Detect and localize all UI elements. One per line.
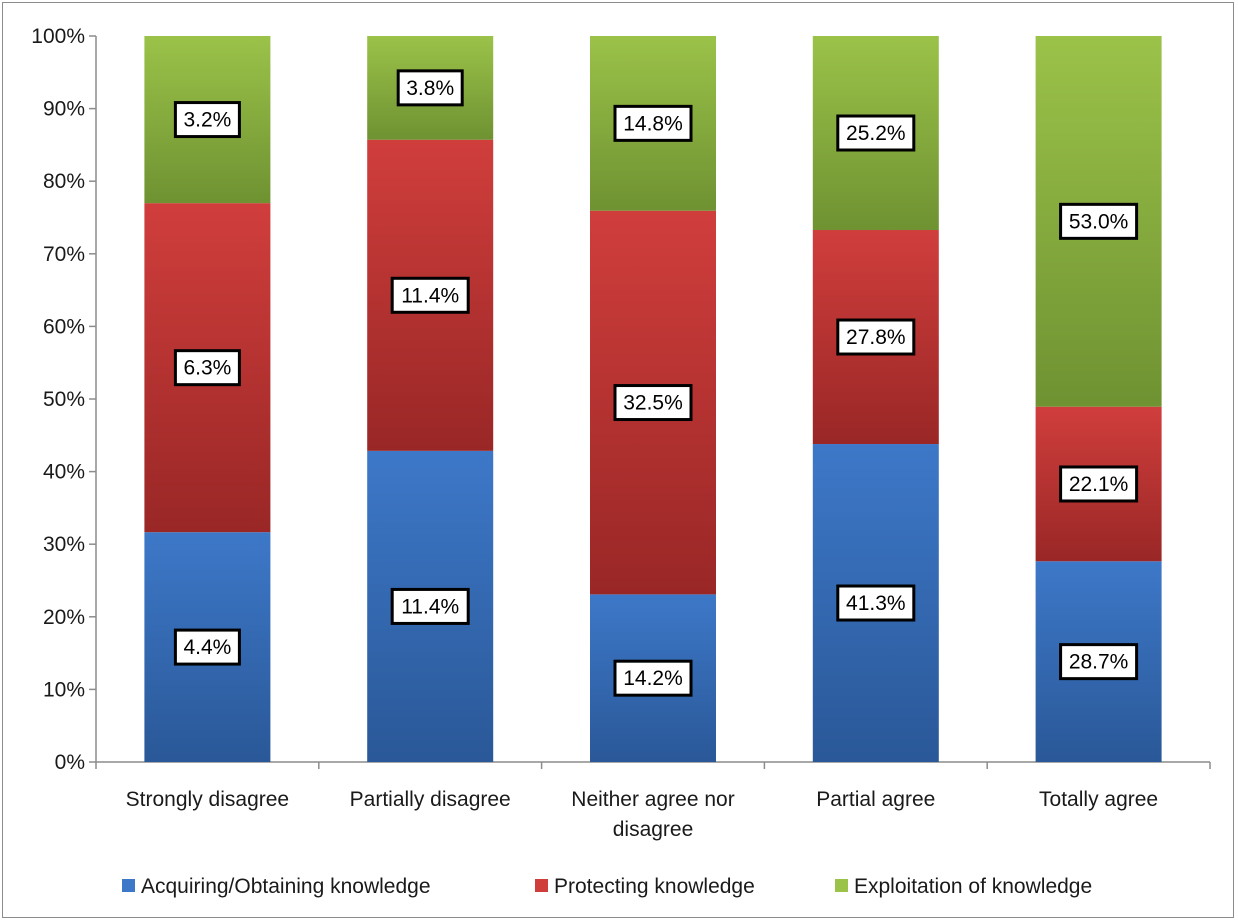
legend-label: Protecting knowledge (554, 875, 755, 898)
data-label: 11.4% (401, 284, 459, 307)
data-label-box (173, 349, 241, 387)
data-labels: 4.4% 6.3% 3.2% 11.4% 11.4% 3.8% 14.2% 32.5% 14.8… (173, 69, 1139, 697)
data-label: 11.4% (401, 595, 459, 618)
data-label: 22.1% (1069, 473, 1129, 496)
y-tick-label: 90% (43, 98, 85, 121)
data-label: 6.3% (183, 357, 231, 380)
legend-swatch (122, 879, 135, 892)
data-label-box (173, 101, 241, 139)
legend-label: Acquiring/Obtaining knowledge (141, 875, 431, 898)
axes: 0% 10% 20% 30% 40% 50% 60% 70% 80% 90% 100% (31, 25, 1211, 774)
y-tick-label: 70% (43, 243, 85, 266)
data-label: 25.2% (846, 122, 906, 145)
x-category-label: Neither agree nor (571, 788, 734, 811)
y-tick-label: 40% (43, 461, 85, 484)
data-label-box (1059, 643, 1139, 681)
data-label-box (836, 584, 916, 622)
data-label-box (390, 276, 470, 314)
y-tick-label: 10% (43, 678, 85, 701)
data-label: 3.8% (406, 77, 454, 100)
data-label-box (613, 384, 693, 422)
data-label-box (390, 587, 470, 625)
legend-swatch (835, 879, 848, 892)
data-label-box (1059, 465, 1139, 503)
y-tick-label: 100% (31, 25, 85, 48)
data-label-box (613, 659, 693, 697)
x-category-label: Strongly disagree (126, 788, 289, 811)
data-label: 53.0% (1069, 210, 1129, 233)
data-label-box (613, 104, 693, 142)
x-category-label: Partially disagree (350, 788, 511, 811)
data-label: 4.4% (183, 636, 231, 659)
data-label: 28.7% (1069, 651, 1129, 674)
x-category-label: Totally agree (1039, 788, 1158, 811)
y-tick-label: 0% (55, 751, 85, 774)
data-label-box (396, 69, 464, 107)
data-label: 3.2% (183, 109, 231, 132)
data-label: 41.3% (846, 592, 906, 615)
y-tick-label: 80% (43, 170, 85, 193)
category-labels: Strongly disagree Partially disagree Neith… (126, 788, 1158, 841)
data-label: 14.8% (623, 112, 683, 135)
y-tick-label: 50% (43, 388, 85, 411)
y-tick-label: 60% (43, 315, 85, 338)
y-tick-label: 30% (43, 533, 85, 556)
data-label-box (836, 114, 916, 152)
data-label-box (1059, 202, 1139, 240)
legend: Acquiring/Obtaining knowledge Protecting … (122, 875, 1092, 898)
x-category-label: Partial agree (816, 788, 935, 811)
data-label: 14.2% (623, 667, 683, 690)
data-label-box (173, 628, 241, 666)
data-label: 32.5% (623, 392, 683, 415)
x-category-label: disagree (613, 818, 694, 841)
legend-label: Exploitation of knowledge (854, 875, 1092, 898)
data-label-box (836, 318, 916, 356)
legend-swatch (535, 879, 548, 892)
data-label: 27.8% (846, 326, 906, 349)
y-tick-label: 20% (43, 606, 85, 629)
